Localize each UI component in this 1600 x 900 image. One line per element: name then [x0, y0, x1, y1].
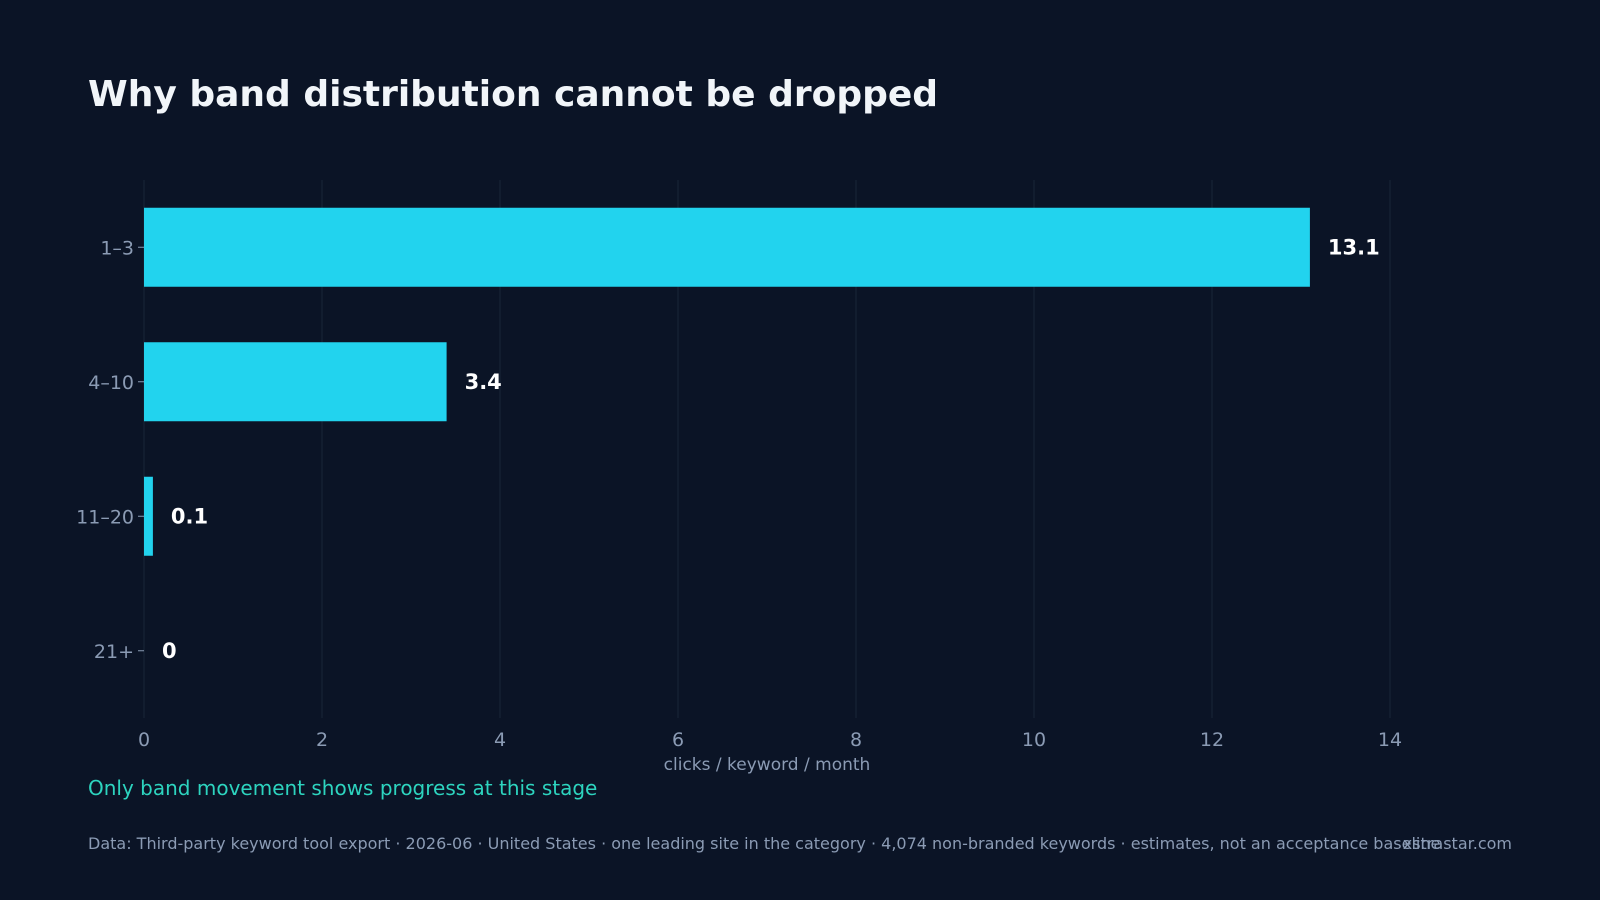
category-label-0: 1–3: [100, 237, 134, 259]
x-tick-label-3: 6: [672, 729, 684, 751]
value-label-1: 3.4: [465, 370, 502, 394]
bar-1: [144, 342, 447, 422]
bar-2: [144, 476, 153, 556]
bar-0: [144, 207, 1310, 287]
category-label-1: 4–10: [88, 372, 134, 394]
x-tick-label-5: 10: [1022, 729, 1046, 751]
value-label-0: 13.1: [1328, 235, 1380, 259]
footer-brand: xstrastar.com: [1402, 834, 1512, 853]
x-tick-label-4: 8: [850, 729, 862, 751]
x-tick-label-0: 0: [138, 729, 150, 751]
category-label-3: 21+: [94, 641, 134, 663]
chart-title: Why band distribution cannot be dropped: [88, 74, 939, 115]
footer-source: Data: Third-party keyword tool export · …: [88, 834, 1441, 853]
value-label-3: 0: [162, 639, 177, 663]
insight-text: Only band movement shows progress at thi…: [88, 776, 598, 800]
value-label-2: 0.1: [171, 504, 208, 528]
x-axis-label: clicks / keyword / month: [664, 755, 871, 775]
category-label-2: 11–20: [76, 506, 134, 528]
x-tick-label-6: 12: [1200, 729, 1224, 751]
x-tick-label-7: 14: [1378, 729, 1402, 751]
x-tick-label-2: 4: [494, 729, 506, 751]
x-tick-label-1: 2: [316, 729, 328, 751]
